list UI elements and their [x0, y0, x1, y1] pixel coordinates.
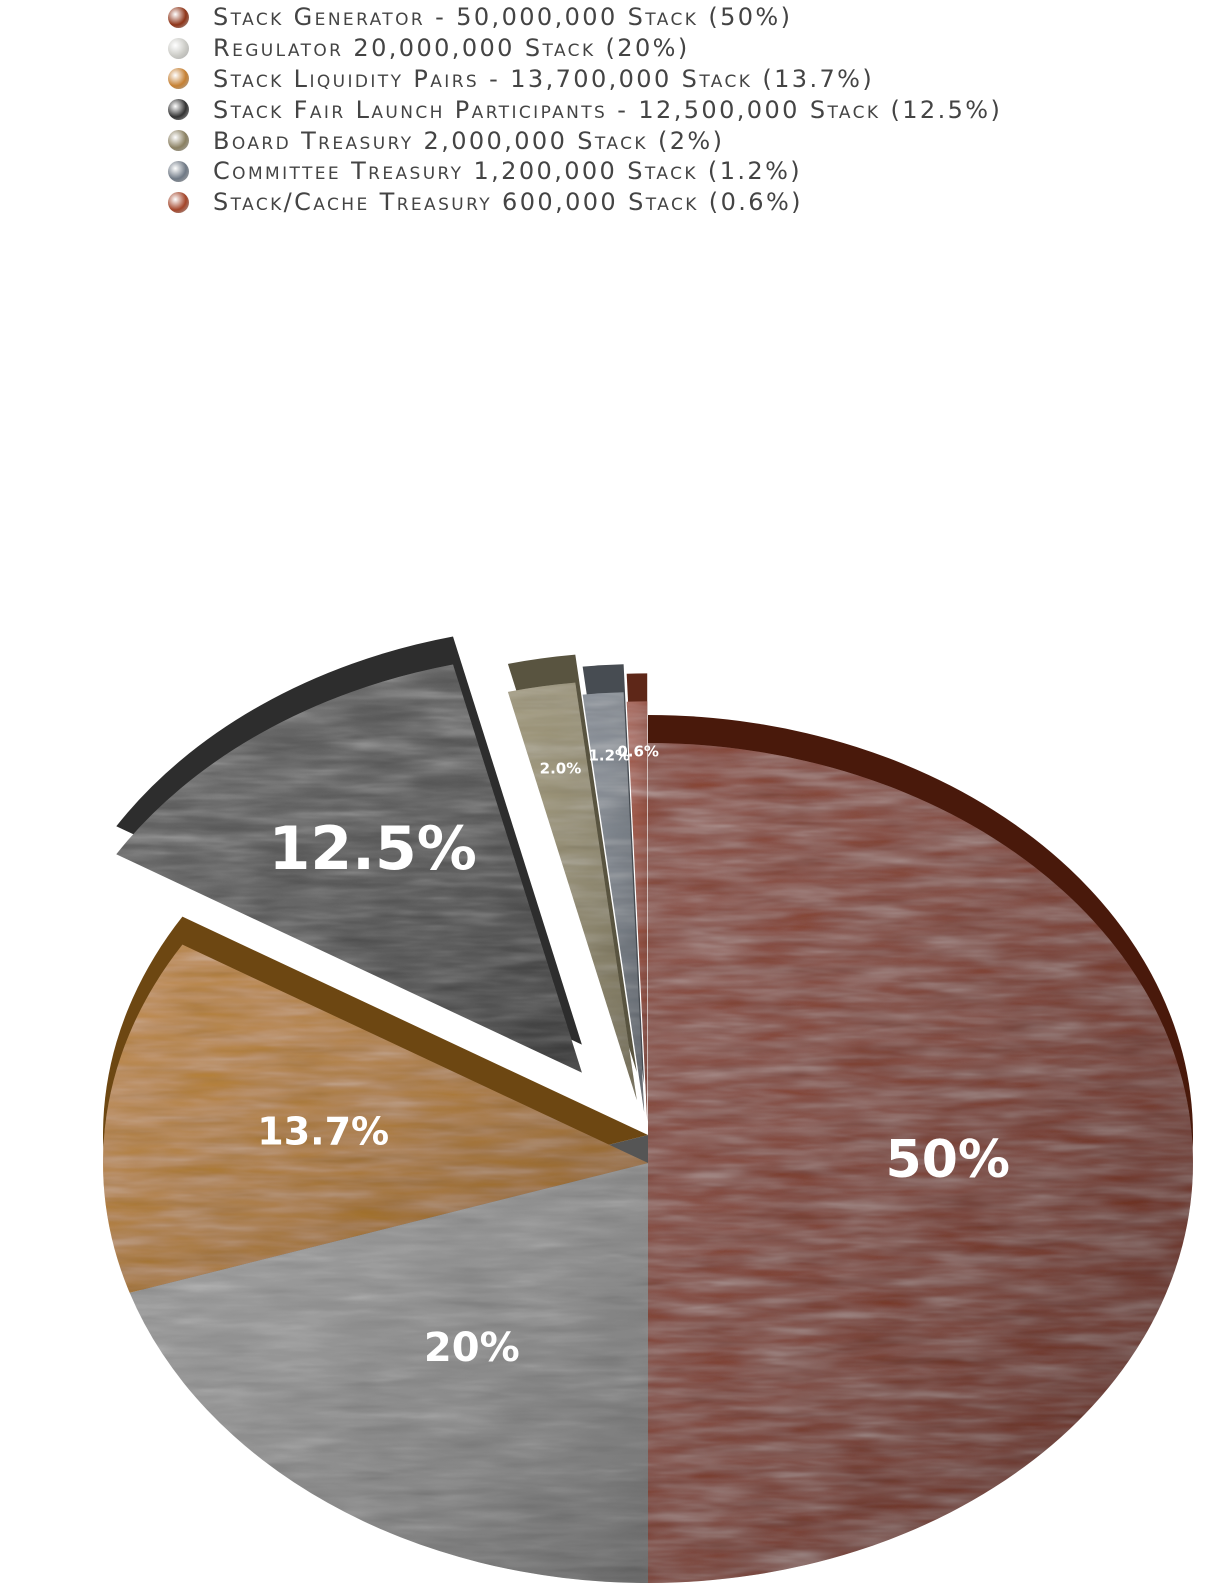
legend-label: Committee Treasury 1,200,000 Stack (1.2%… — [213, 157, 803, 186]
pie-slice-shading — [116, 664, 582, 1073]
slice-label: 0.6% — [617, 742, 659, 760]
legend-label: Stack/Cache Treasury 600,000 Stack (0.6%… — [213, 188, 803, 217]
slice-label: 20% — [424, 1325, 520, 1371]
legend-swatch — [168, 99, 189, 121]
pie-slice-shading — [507, 682, 637, 1100]
legend-swatch — [168, 6, 189, 28]
slice-label: 1.2% — [588, 746, 630, 764]
legend-swatch — [168, 160, 189, 182]
slice-label: 12.5% — [269, 814, 477, 884]
legend-item: Stack Generator - 50,000,000 Stack (50%) — [168, 2, 1002, 33]
legend-label: Stack Liquidity Pairs - 13,700,000 Stack… — [213, 64, 875, 93]
legend-item: Stack/Cache Treasury 600,000 Stack (0.6%… — [168, 187, 1002, 218]
legend-label: Board Treasury 2,000,000 Stack (2%) — [213, 126, 725, 155]
legend-swatch — [168, 130, 189, 152]
pie-slice-shading — [129, 1163, 648, 1583]
slice-label: 2.0% — [540, 760, 582, 778]
legend-item: Board Treasury 2,000,000 Stack (2%) — [168, 125, 1002, 156]
legend-swatch — [168, 68, 189, 90]
pie-slice-shading — [626, 701, 648, 1122]
legend-label: Stack Generator - 50,000,000 Stack (50%) — [213, 3, 793, 32]
pie-slice-shading — [648, 743, 1193, 1583]
slice-label: 50% — [886, 1130, 1010, 1190]
pie-slice-shading — [582, 692, 645, 1112]
legend-label: Regulator 20,000,000 Stack (20%) — [213, 34, 690, 63]
pie-slice-shading — [103, 944, 648, 1293]
slice-label: 13.7% — [257, 1109, 389, 1153]
legend-swatch — [168, 37, 189, 59]
legend-item: Stack Fair Launch Participants - 12,500,… — [168, 94, 1002, 125]
legend-item: Committee Treasury 1,200,000 Stack (1.2%… — [168, 156, 1002, 187]
legend-swatch — [168, 191, 189, 213]
legend-item: Regulator 20,000,000 Stack (20%) — [168, 33, 1002, 64]
legend-item: Stack Liquidity Pairs - 13,700,000 Stack… — [168, 64, 1002, 95]
chart-legend: Stack Generator - 50,000,000 Stack (50%)… — [168, 2, 1002, 218]
legend-label: Stack Fair Launch Participants - 12,500,… — [213, 95, 1003, 124]
